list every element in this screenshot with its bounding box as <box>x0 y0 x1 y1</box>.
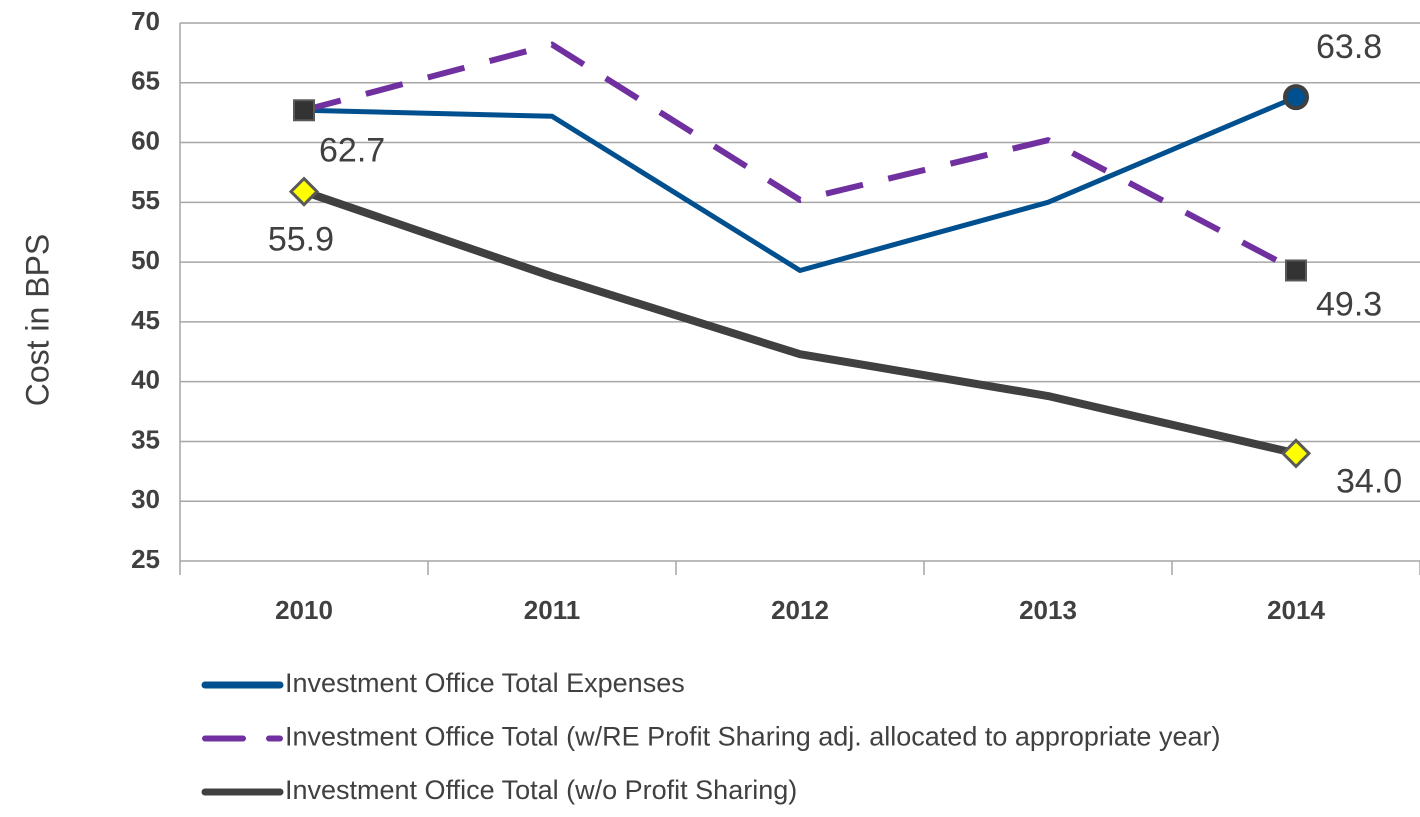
y-tick-label: 65 <box>131 66 160 96</box>
data-label: 62.7 <box>319 131 385 169</box>
x-tick-label: 2011 <box>524 595 580 625</box>
data-label: 63.8 <box>1316 28 1382 66</box>
y-tick-label: 25 <box>131 544 160 574</box>
y-tick-label: 30 <box>131 484 160 514</box>
y-tick-label: 50 <box>131 245 160 275</box>
x-tick-label: 2013 <box>1019 595 1077 625</box>
y-tick-label: 40 <box>131 365 160 395</box>
y-tick-label: 60 <box>131 125 160 155</box>
legend-label: Investment Office Total (w/o Profit Shar… <box>285 775 797 805</box>
marker <box>1283 84 1309 111</box>
marker <box>1280 438 1312 469</box>
legend-label: Investment Office Total Expenses <box>285 668 685 698</box>
y-tick-label: 70 <box>131 6 160 36</box>
legend-label: Investment Office Total (w/RE Profit Sha… <box>285 722 1220 752</box>
series-line <box>302 187 1297 458</box>
series-line <box>303 94 1297 273</box>
data-label: 55.9 <box>268 221 334 259</box>
x-tick-label: 2012 <box>771 595 829 625</box>
y-tick-label: 35 <box>131 424 160 454</box>
y-axis-label: Cost in BPS <box>19 234 55 407</box>
y-tick-label: 45 <box>131 305 160 335</box>
marker <box>293 99 315 122</box>
marker <box>288 176 320 207</box>
y-tick-label: 55 <box>131 185 160 215</box>
x-tick-label: 2014 <box>1267 595 1325 625</box>
series-line <box>303 41 1298 274</box>
data-label: 49.3 <box>1316 285 1382 323</box>
data-label: 34.0 <box>1336 462 1402 500</box>
x-tick-label: 2010 <box>275 595 333 625</box>
marker <box>1285 259 1307 282</box>
